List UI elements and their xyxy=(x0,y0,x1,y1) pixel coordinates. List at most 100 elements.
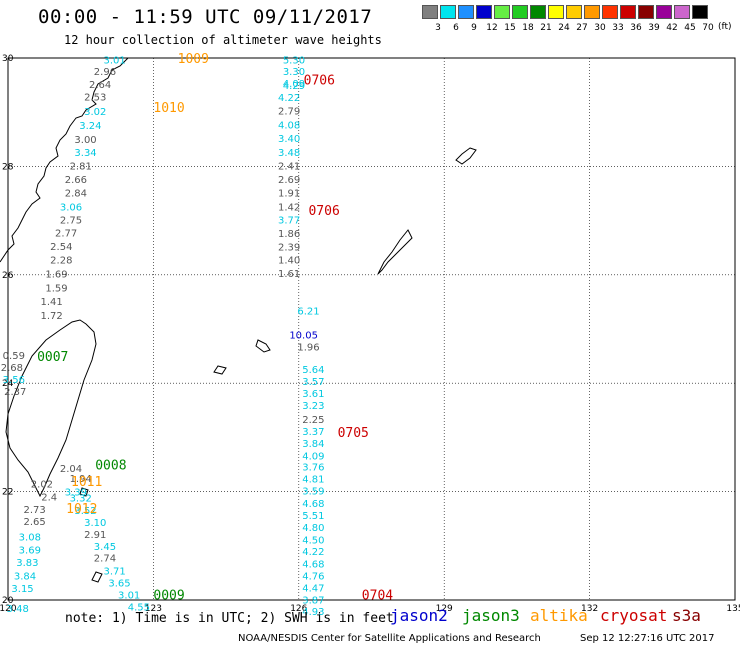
timestamp-text: Sep 12 12:27:16 UTC 2017 xyxy=(580,633,715,644)
wave-height-value: 4.76 xyxy=(302,572,324,583)
wave-height-value: 1.42 xyxy=(278,203,300,214)
wave-height-value: 3.83 xyxy=(16,558,38,569)
wave-height-value: 4.81 xyxy=(302,475,324,486)
wave-height-value: 1.72 xyxy=(40,311,62,322)
wave-height-value: 4.09 xyxy=(283,79,305,90)
wave-height-value: 3.76 xyxy=(302,463,324,474)
pass-time-label: 0706 xyxy=(304,74,335,89)
wave-height-value: 3.84 xyxy=(302,439,324,450)
wave-height-value: 3.77 xyxy=(278,216,300,227)
pass-time-label: 1010 xyxy=(153,101,184,116)
colorbar-label: 27 xyxy=(576,23,588,33)
colorbar-label: 6 xyxy=(453,23,459,33)
island-okinawa xyxy=(377,229,413,275)
wave-height-value: 4.09 xyxy=(302,451,324,462)
pass-time-label: 0705 xyxy=(338,426,369,441)
wave-height-value: 2.68 xyxy=(1,363,23,374)
wave-height-value: 3.15 xyxy=(11,584,33,595)
colorbar-label: 30 xyxy=(594,23,606,33)
colorbar-label: 33 xyxy=(612,23,624,33)
colorbar-swatch xyxy=(458,5,474,19)
wave-height-value: 1.94 xyxy=(70,474,92,485)
map-title: 00:00 - 11:59 UTC 09/11/2017 xyxy=(38,6,373,28)
island-small1 xyxy=(91,571,103,583)
pass-time-label: 0704 xyxy=(362,589,393,604)
colorbar-swatch xyxy=(476,5,492,19)
lon-tick-label: 123 xyxy=(145,604,162,614)
wave-height-value: 3.32 xyxy=(70,494,92,505)
colorbar-swatch xyxy=(584,5,600,19)
note-text: note: 1) Time is in UTC; 2) SWH is in fe… xyxy=(65,611,394,626)
pass-time-label: 1011 xyxy=(71,475,102,490)
wave-height-value: 2.66 xyxy=(65,175,87,186)
pass-time-label: 0009 xyxy=(153,589,184,604)
lat-tick-label: 24 xyxy=(2,379,14,389)
wave-height-value: 2.37 xyxy=(4,387,26,398)
wave-height-value: 4.50 xyxy=(302,535,324,546)
wave-height-value: 3.48 xyxy=(7,604,29,615)
colorbar-swatch xyxy=(674,5,690,19)
wave-height-value: 3.61 xyxy=(302,389,324,400)
wave-height-value: 3.52 xyxy=(74,506,96,517)
legend-altika: altika xyxy=(530,606,588,625)
legend-s3a: s3a xyxy=(672,606,701,625)
wave-height-value: 3.00 xyxy=(74,135,96,146)
lat-tick-label: 20 xyxy=(2,596,14,606)
wave-height-value: 2.73 xyxy=(24,505,46,516)
wave-height-value: 2.28 xyxy=(50,256,72,267)
wave-height-value: 2.41 xyxy=(278,161,300,172)
wave-height-value: 4.08 xyxy=(278,121,300,132)
wave-height-value: 2.64 xyxy=(89,80,111,91)
wave-height-value: 1.40 xyxy=(278,256,300,267)
colorbar-label: 45 xyxy=(684,23,696,33)
colorbar-swatch xyxy=(620,5,636,19)
legend-jason2: jason2 xyxy=(390,606,448,625)
pass-time-label: 1012 xyxy=(66,502,97,517)
island-small2 xyxy=(79,487,89,497)
wave-height-value: 1.59 xyxy=(45,283,67,294)
wave-height-value: 3.84 xyxy=(14,572,36,583)
colorbar-label: 12 xyxy=(486,23,498,33)
wave-height-value: 2.75 xyxy=(60,216,82,227)
wave-height-values: 3.012.962.642.533.023.243.003.342.812.66… xyxy=(1,56,325,618)
wave-height-value: 3.65 xyxy=(108,579,130,590)
lon-tick-label: 132 xyxy=(581,604,598,614)
wave-height-value: 3.01 xyxy=(118,591,140,602)
wave-height-value: 2.77 xyxy=(55,229,77,240)
colorbar-swatch xyxy=(548,5,564,19)
wave-height-value: 1.61 xyxy=(278,269,300,280)
credit-text: NOAA/NESDIS Center for Satellite Applica… xyxy=(238,633,541,644)
island-ishigaki xyxy=(213,365,227,375)
wave-height-value: 2.69 xyxy=(278,175,300,186)
colorbar-label: 39 xyxy=(648,23,660,33)
wave-height-value: 3.23 xyxy=(302,401,324,412)
wave-height-value: 3.40 xyxy=(278,134,300,145)
wave-height-value: 4.68 xyxy=(302,499,324,510)
wave-height-value: 3.30 xyxy=(283,67,305,78)
lat-tick-label: 28 xyxy=(2,162,14,172)
wave-height-value: 4.29 xyxy=(283,81,305,92)
wave-height-value: 4.47 xyxy=(302,584,324,595)
colorbar-label: 36 xyxy=(630,23,642,33)
wave-height-value: 3.06 xyxy=(60,203,82,214)
wave-height-value: 2.91 xyxy=(84,530,106,541)
wave-height-value: 2.25 xyxy=(302,415,324,426)
wave-height-value: 2.79 xyxy=(278,107,300,118)
wave-height-value: 3.57 xyxy=(302,377,324,388)
colorbar-swatch xyxy=(602,5,618,19)
colorbar-swatch xyxy=(638,5,654,19)
legend-cryosat: cryosat xyxy=(600,606,668,625)
wave-height-value: 2.04 xyxy=(60,464,82,475)
colorbar-label: 24 xyxy=(558,23,570,33)
coastlines xyxy=(0,57,477,583)
lat-tick-label: 30 xyxy=(2,54,14,64)
wave-height-value: 1.69 xyxy=(45,270,67,281)
colorbar-swatch xyxy=(512,5,528,19)
wave-height-value: 3.24 xyxy=(79,121,101,132)
colorbar-swatch xyxy=(440,5,456,19)
wave-height-value: 4.80 xyxy=(302,523,324,534)
colorbar-label: 70 xyxy=(702,23,714,33)
island-miyako xyxy=(255,339,271,353)
